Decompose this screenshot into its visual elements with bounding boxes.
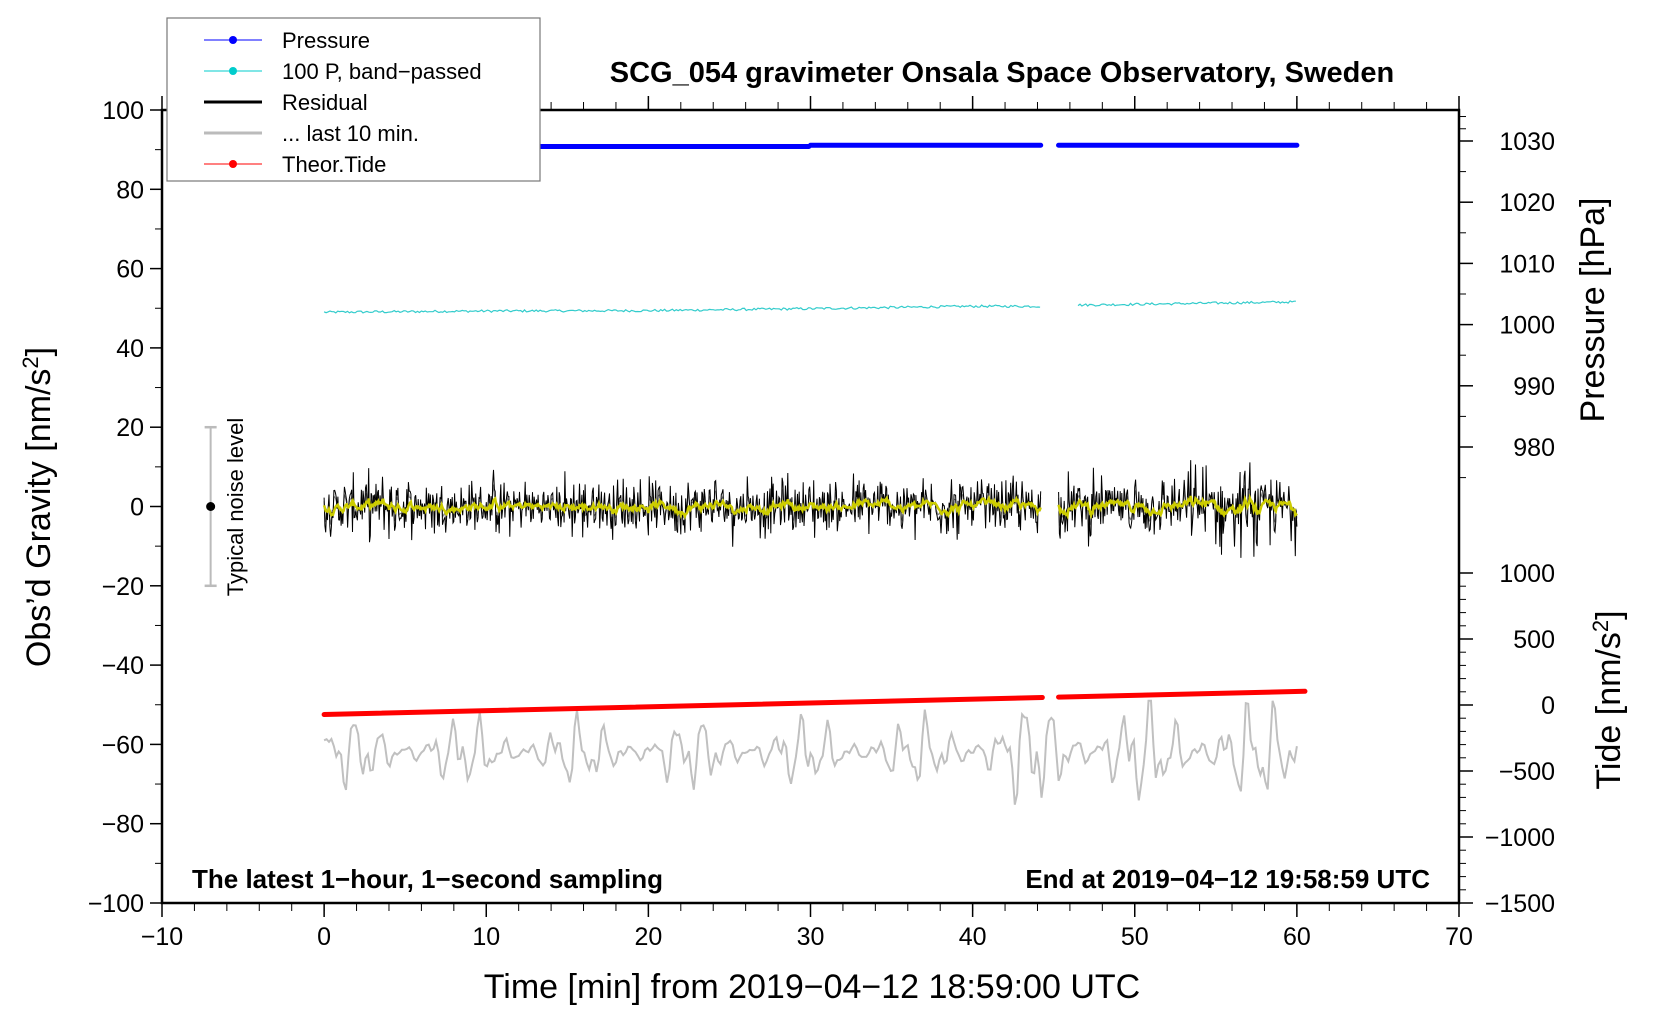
tide-line — [321, 694, 1045, 718]
chart-title: SCG_054 gravimeter Onsala Space Observat… — [610, 57, 1394, 89]
legend: Pressure 100 P, band−passed Residual ... la… — [166, 17, 541, 182]
x-axis-label: Time [min] from 2019−04−12 18:59:00 UTC — [484, 968, 1140, 1006]
y-tick-label: 40 — [116, 335, 144, 363]
y-tick-label: 80 — [116, 176, 144, 204]
y-axis-label: Obs’d Gravity [nm/s2] — [18, 347, 58, 667]
y2-tick-label: 1020 — [1499, 189, 1555, 217]
legend-box — [166, 17, 541, 182]
y3-tick-label: 1000 — [1499, 560, 1555, 588]
y2-tick-label: 1000 — [1499, 312, 1555, 340]
x-tick-label: 60 — [1283, 923, 1311, 951]
residual-smoothed-line — [322, 494, 1042, 520]
bandpassed-pressure-line — [323, 304, 1041, 314]
end-time-note: End at 2019−04−12 19:58:59 UTC — [1025, 864, 1430, 894]
plot-marks — [321, 142, 1308, 805]
y-tick-label: 100 — [102, 97, 144, 125]
residual-smoothed-line — [1057, 493, 1298, 521]
x-tick-label: 40 — [959, 923, 987, 951]
y-tick-label: −60 — [102, 731, 144, 759]
y2-tick-label: 1030 — [1499, 128, 1555, 156]
y-tick-label: 20 — [116, 414, 144, 442]
noise-level-indicator: Typical noise level — [204, 418, 248, 597]
x-tick-label: 50 — [1121, 923, 1149, 951]
x-tick-label: 30 — [797, 923, 825, 951]
y-tick-label: 0 — [130, 494, 144, 522]
y2-tick-label: 990 — [1513, 373, 1555, 401]
legend-swatch-dot — [229, 160, 237, 168]
y3-tick-label: −500 — [1499, 758, 1555, 786]
x-tick-label: −10 — [141, 923, 183, 951]
legend-swatch-dot — [229, 67, 237, 75]
residual-line — [323, 468, 1042, 547]
y2-tick-label: 980 — [1513, 434, 1555, 462]
x-tick-label: 10 — [472, 923, 500, 951]
y3-tick-label: −1500 — [1485, 890, 1555, 918]
y3-axis-label: Tide [nm/s2] — [1588, 610, 1628, 789]
residual-line — [1058, 460, 1298, 558]
y3-tick-label: 0 — [1541, 692, 1555, 720]
legend-swatch-dot — [229, 36, 237, 44]
noise-level-label: Typical noise level — [223, 418, 248, 597]
y2-tick-label: 1010 — [1499, 250, 1555, 278]
axis-ticks: −10 0 10 20 30 40 50 60 70100806040200−20−40−60−… — [88, 96, 1555, 951]
bandpassed-pressure-line — [1077, 300, 1296, 307]
y-tick-label: −80 — [102, 811, 144, 839]
legend-label: ... last 10 min. — [282, 121, 419, 146]
y-tick-label: −40 — [102, 652, 144, 680]
x-tick-label: 0 — [317, 923, 331, 951]
y-tick-label: −100 — [88, 890, 144, 918]
legend-label: 100 P, band−passed — [282, 59, 482, 84]
legend-label: Theor.Tide — [282, 152, 386, 177]
noise-center-dot — [206, 502, 216, 511]
sampling-note: The latest 1−hour, 1−second sampling — [192, 864, 663, 894]
legend-label: Pressure — [282, 28, 370, 53]
y3-tick-label: −1000 — [1485, 824, 1555, 852]
y-tick-label: −20 — [102, 573, 144, 601]
y2-axis-label: Pressure [hPa] — [1574, 198, 1612, 423]
tide-line — [1056, 688, 1308, 700]
x-tick-label: 20 — [634, 923, 662, 951]
y-tick-label: 60 — [116, 256, 144, 284]
legend-label: Residual — [282, 90, 368, 115]
last-10-min-line — [323, 699, 1298, 805]
x-tick-label: 70 — [1445, 923, 1473, 951]
y3-tick-label: 500 — [1513, 626, 1555, 654]
